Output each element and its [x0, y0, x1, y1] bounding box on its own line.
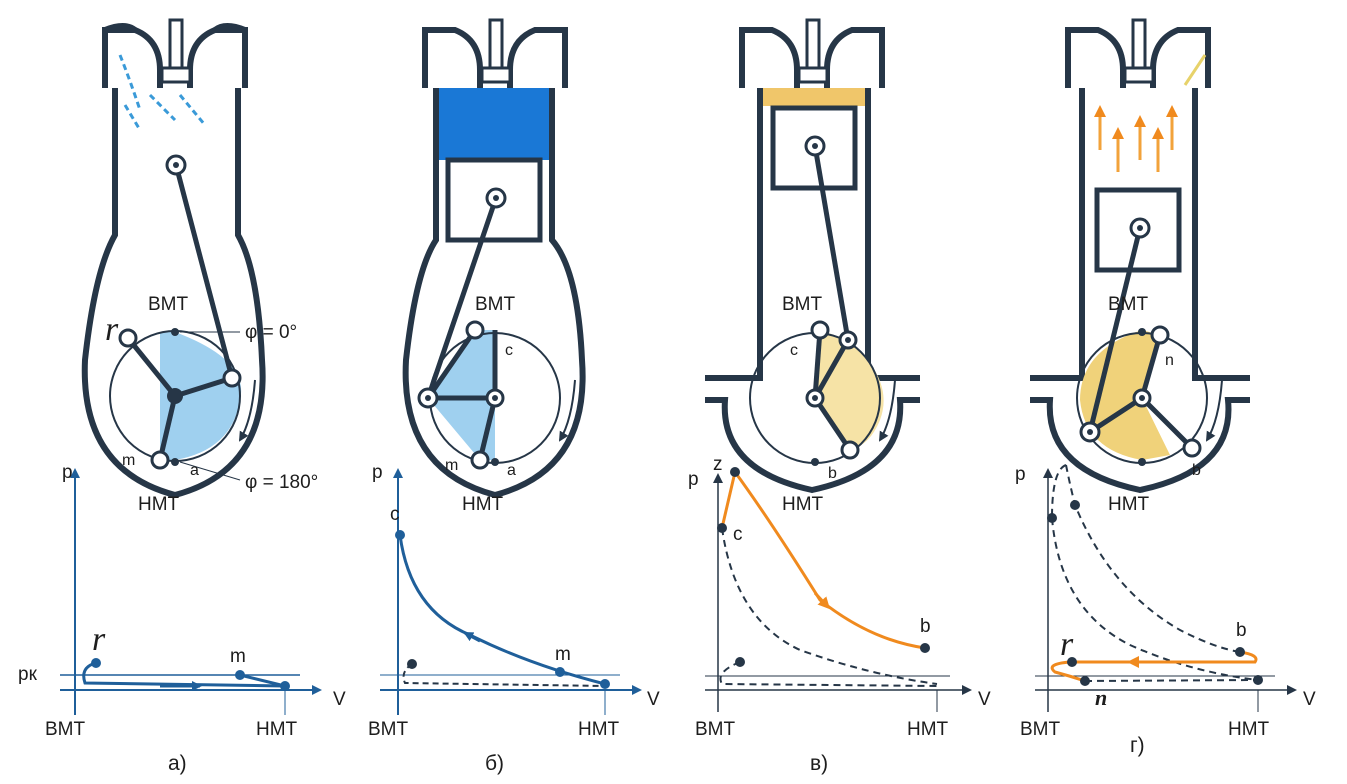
label-b: b [828, 465, 837, 482]
compressed-charge [436, 88, 552, 160]
pv-graph-b: p V ВМТ НМТ c m [368, 462, 660, 740]
x-label-nmt: НМТ [578, 719, 620, 740]
graph-point-r [91, 658, 101, 668]
graph-label-c: c [733, 524, 743, 545]
graph-label-z: z [713, 454, 723, 475]
exhaust-flow-arrows [1094, 54, 1207, 172]
combustion-zone [760, 88, 868, 106]
caption-d: г) [1130, 734, 1145, 757]
cylinder-body [81, 88, 266, 499]
x-label-bmt: ВМТ [45, 719, 86, 740]
panel-compression: ВМТ НМТ c m a p V ВМТ НМТ c m б) [368, 18, 660, 775]
valve-stem [480, 18, 512, 84]
graph-label-n: n [1095, 685, 1107, 710]
y-axis-label: p [62, 462, 73, 483]
caption-c: в) [810, 752, 828, 775]
panel-exhaust: ВМТ НМТ n b p V ВМТ НМТ r b [1015, 18, 1316, 757]
x-axis-label: V [333, 689, 346, 710]
connecting-rod [425, 197, 499, 399]
crank-pin [222, 368, 242, 388]
piston [128, 130, 226, 144]
y-axis-label: p [688, 469, 699, 490]
label-m: m [445, 457, 458, 474]
crank-arms [425, 328, 498, 461]
expansion-curve [720, 468, 926, 650]
x-label-nmt: НМТ [256, 719, 298, 740]
label-nmt-bottom: НМТ [1108, 494, 1150, 515]
label-bmt-top: ВМТ [148, 294, 189, 315]
exhaust-curve [1050, 650, 1258, 683]
y-axis-label: p [372, 462, 383, 483]
caption-b: б) [485, 752, 504, 775]
label-r: r [105, 311, 119, 348]
graph-point-m [235, 670, 245, 680]
x-axis-label: V [1303, 689, 1316, 710]
piston [1094, 187, 1182, 273]
compression-dashed [721, 527, 938, 685]
label-nmt-bottom: НМТ [782, 494, 824, 515]
label-a: a [190, 462, 199, 479]
connecting-rod [173, 164, 235, 379]
crank-arms [126, 336, 233, 461]
x-label-nmt: НМТ [1228, 719, 1270, 740]
graph-label-r: r [1060, 626, 1074, 663]
label-nmt-bottom: НМТ [138, 494, 180, 515]
label-bmt-top: ВМТ [475, 294, 516, 315]
pv-graph-d: p V ВМТ НМТ r b n [1015, 464, 1316, 740]
pv-graph-c: p V ВМТ НМТ z c b [688, 454, 991, 740]
crank-arms [812, 329, 853, 452]
label-phi-zero: φ = 0° [245, 322, 297, 343]
graph-label-c: c [390, 504, 400, 525]
label-m: m [122, 452, 135, 469]
x-axis-label: V [647, 689, 660, 710]
crank-swept-area [1080, 330, 1170, 460]
graph-label-m: m [230, 646, 246, 667]
point-r-marker [118, 328, 138, 348]
label-c: c [505, 342, 513, 359]
crank-center [167, 388, 183, 404]
piston [445, 157, 543, 243]
y-axis-label: p [1015, 464, 1026, 485]
label-phi-180: φ = 180° [245, 472, 318, 493]
connecting-rod [1087, 227, 1143, 433]
pv-graph-a: p V pк ВМТ НМТ r m [18, 462, 346, 740]
cylinder-body [402, 88, 586, 499]
valve-stem [1123, 18, 1155, 84]
pk-label: pк [18, 664, 38, 685]
intake-flow-arrows [118, 54, 207, 131]
label-n: n [1165, 352, 1174, 369]
x-label-nmt: НМТ [907, 719, 949, 740]
graph-label-b: b [1236, 620, 1247, 641]
point-m-marker [150, 450, 170, 470]
x-axis-label: V [978, 689, 991, 710]
panel-power: ВМТ НМТ c b p V ВМТ НМТ z c b в) [688, 18, 991, 775]
graph-label-b: b [920, 616, 931, 637]
valve-stem [160, 18, 192, 84]
panel-intake: ВМТ НМТ r m a φ = 0° φ = 180° p V pк ВМТ… [18, 18, 346, 775]
x-label-bmt: ВМТ [1020, 719, 1061, 740]
valve-stem [797, 18, 829, 84]
cylinder-body [1030, 88, 1250, 494]
graph-label-r: r [92, 621, 106, 658]
label-nmt-bottom: НМТ [462, 494, 504, 515]
graph-label-m: m [555, 644, 571, 665]
label-a: a [507, 462, 516, 479]
crank-swept-area [428, 330, 495, 460]
piston [770, 105, 858, 191]
label-bmt-top: ВМТ [1108, 294, 1149, 315]
caption-a: а) [168, 752, 187, 775]
crank-swept-area [160, 332, 242, 462]
x-label-bmt: ВМТ [368, 719, 409, 740]
label-c: c [790, 342, 798, 359]
connecting-rod [812, 145, 851, 341]
x-label-bmt: ВМТ [695, 719, 736, 740]
label-bmt-top: ВМТ [782, 294, 823, 315]
compression-curve [398, 534, 606, 686]
label-b: b [1192, 462, 1201, 479]
